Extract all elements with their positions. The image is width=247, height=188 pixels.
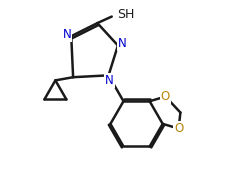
- Text: SH: SH: [117, 8, 134, 21]
- Text: O: O: [161, 90, 170, 103]
- Text: N: N: [118, 37, 126, 51]
- Text: N: N: [105, 74, 114, 87]
- Text: N: N: [63, 28, 72, 41]
- Text: O: O: [174, 122, 183, 135]
